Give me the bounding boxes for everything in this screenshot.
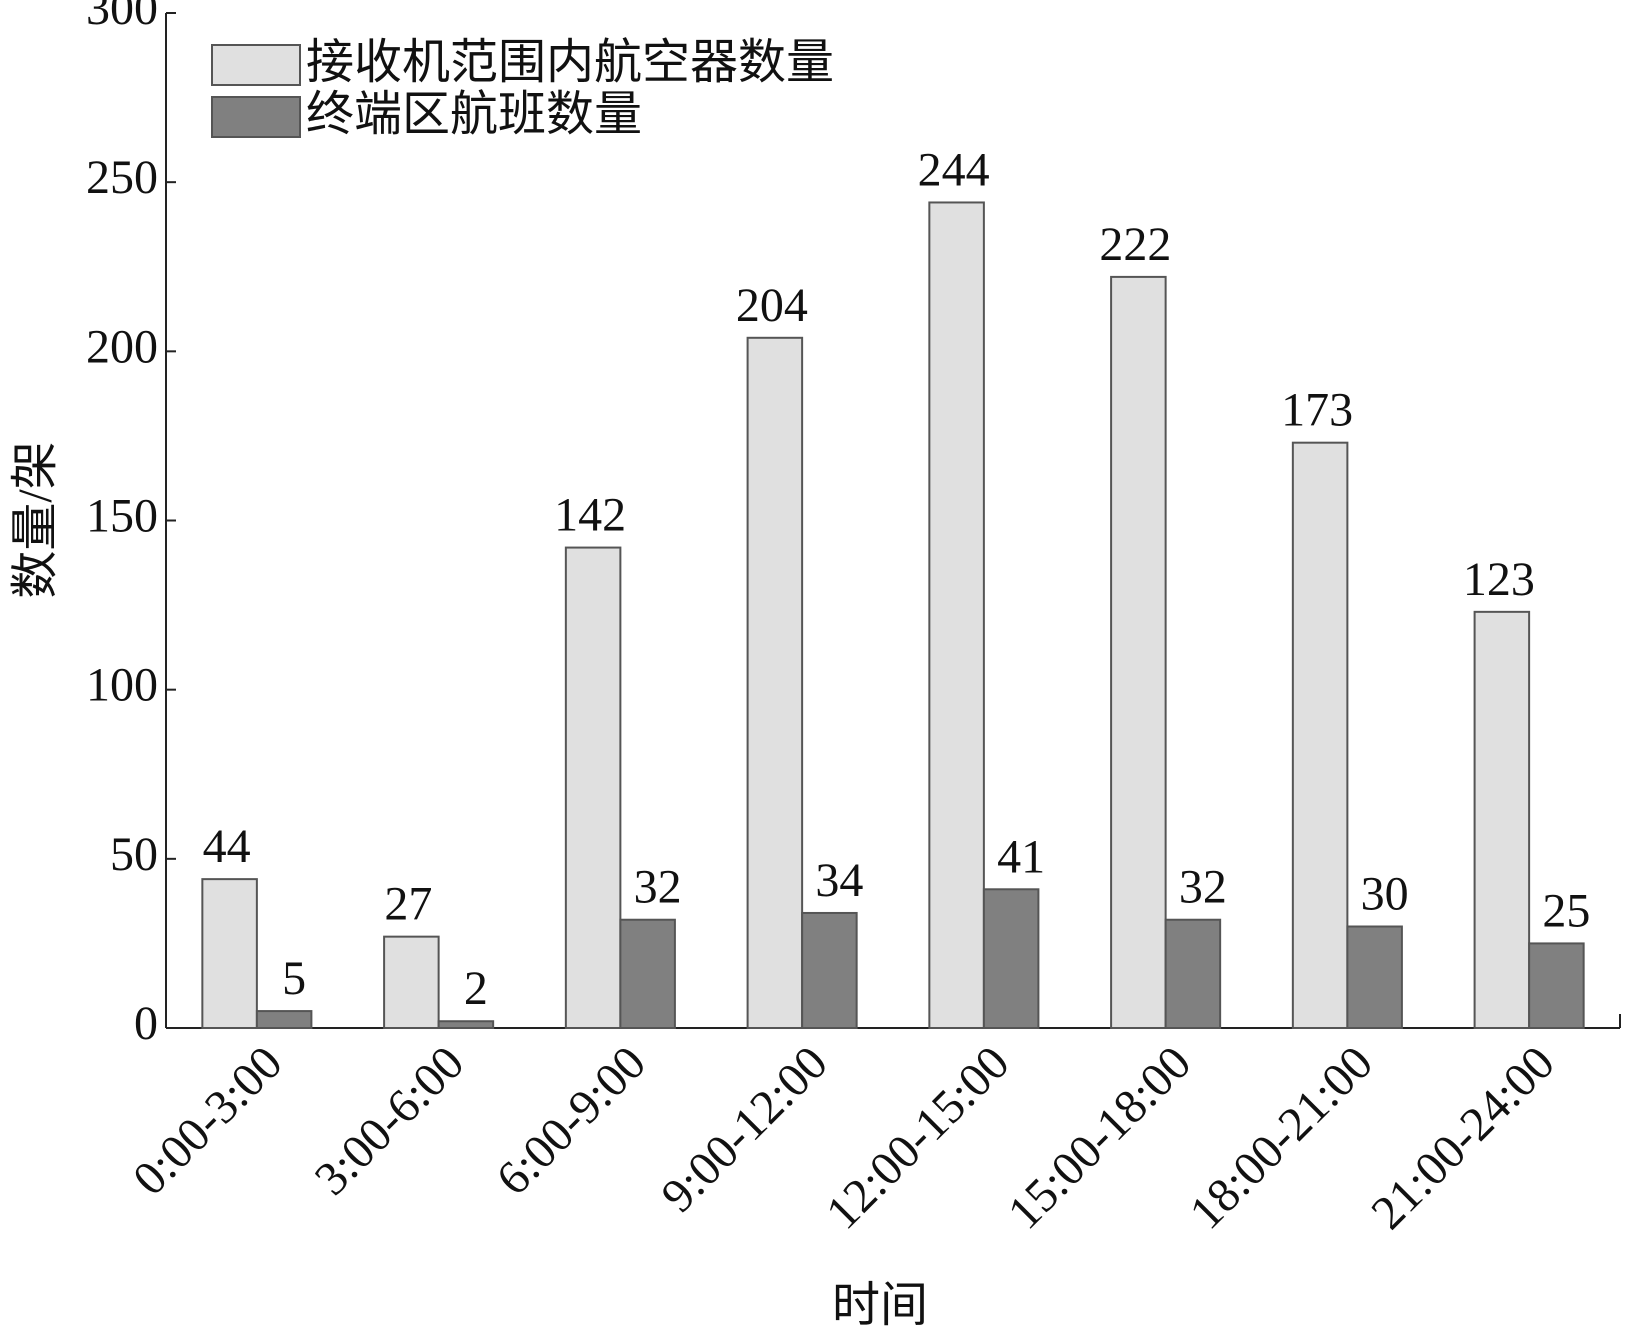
value-label: 27 (384, 878, 432, 931)
value-label: 2 (464, 962, 488, 1015)
value-label: 25 (1542, 884, 1590, 937)
value-label: 44 (203, 820, 251, 873)
bar (746, 336, 804, 1029)
x-axis-label: 时间 (832, 1279, 928, 1332)
value-label: 32 (634, 861, 682, 914)
bar (928, 201, 985, 1029)
bar (1528, 942, 1585, 1030)
value-label: 142 (554, 489, 626, 542)
value-label: 34 (815, 854, 863, 907)
y-tick-label: 250 (86, 151, 158, 204)
legend-swatch (211, 96, 301, 138)
x-tick-label: 21:00-24:00 (1361, 1036, 1564, 1239)
x-tick-label: 9:00-12:00 (651, 1036, 837, 1222)
bar (255, 1010, 313, 1029)
x-tick-label: 12:00-15:00 (816, 1036, 1019, 1239)
y-axis-label: 数量/架 (9, 441, 62, 598)
y-tick-label: 50 (110, 828, 158, 881)
bar (1473, 610, 1531, 1029)
bar (982, 888, 1040, 1029)
y-tick-label: 300 (86, 0, 158, 35)
bar (1291, 441, 1349, 1029)
x-tick-label: 6:00-9:00 (486, 1036, 655, 1205)
bar (801, 911, 858, 1030)
value-label: 222 (1099, 218, 1171, 271)
value-label: 244 (918, 143, 990, 196)
bar (619, 918, 676, 1030)
legend-label: 终端区航班数量 (306, 88, 642, 141)
value-label: 123 (1463, 553, 1535, 606)
x-tick-label: 0:00-3:00 (123, 1036, 292, 1205)
value-label: 173 (1281, 384, 1353, 437)
bar (383, 935, 440, 1030)
y-tick-label: 0 (134, 997, 158, 1050)
bar (564, 546, 622, 1029)
value-label: 41 (997, 830, 1045, 883)
value-label: 32 (1179, 861, 1227, 914)
x-tick-label: 15:00-18:00 (998, 1036, 1201, 1239)
legend-label: 接收机范围内航空器数量 (306, 36, 834, 89)
bar (437, 1020, 495, 1030)
bar (1164, 918, 1222, 1030)
value-label: 204 (736, 279, 808, 332)
bar (201, 878, 258, 1030)
legend-swatch (211, 44, 301, 86)
y-tick-label: 100 (86, 659, 158, 712)
y-tick-label: 200 (86, 320, 158, 373)
value-label: 30 (1361, 868, 1409, 921)
bar (1110, 275, 1167, 1029)
x-tick-label: 3:00-6:00 (305, 1036, 474, 1205)
bar (1346, 925, 1403, 1029)
y-tick-label: 150 (86, 490, 158, 543)
x-tick-label: 18:00-21:00 (1180, 1036, 1383, 1239)
value-label: 5 (282, 952, 306, 1005)
